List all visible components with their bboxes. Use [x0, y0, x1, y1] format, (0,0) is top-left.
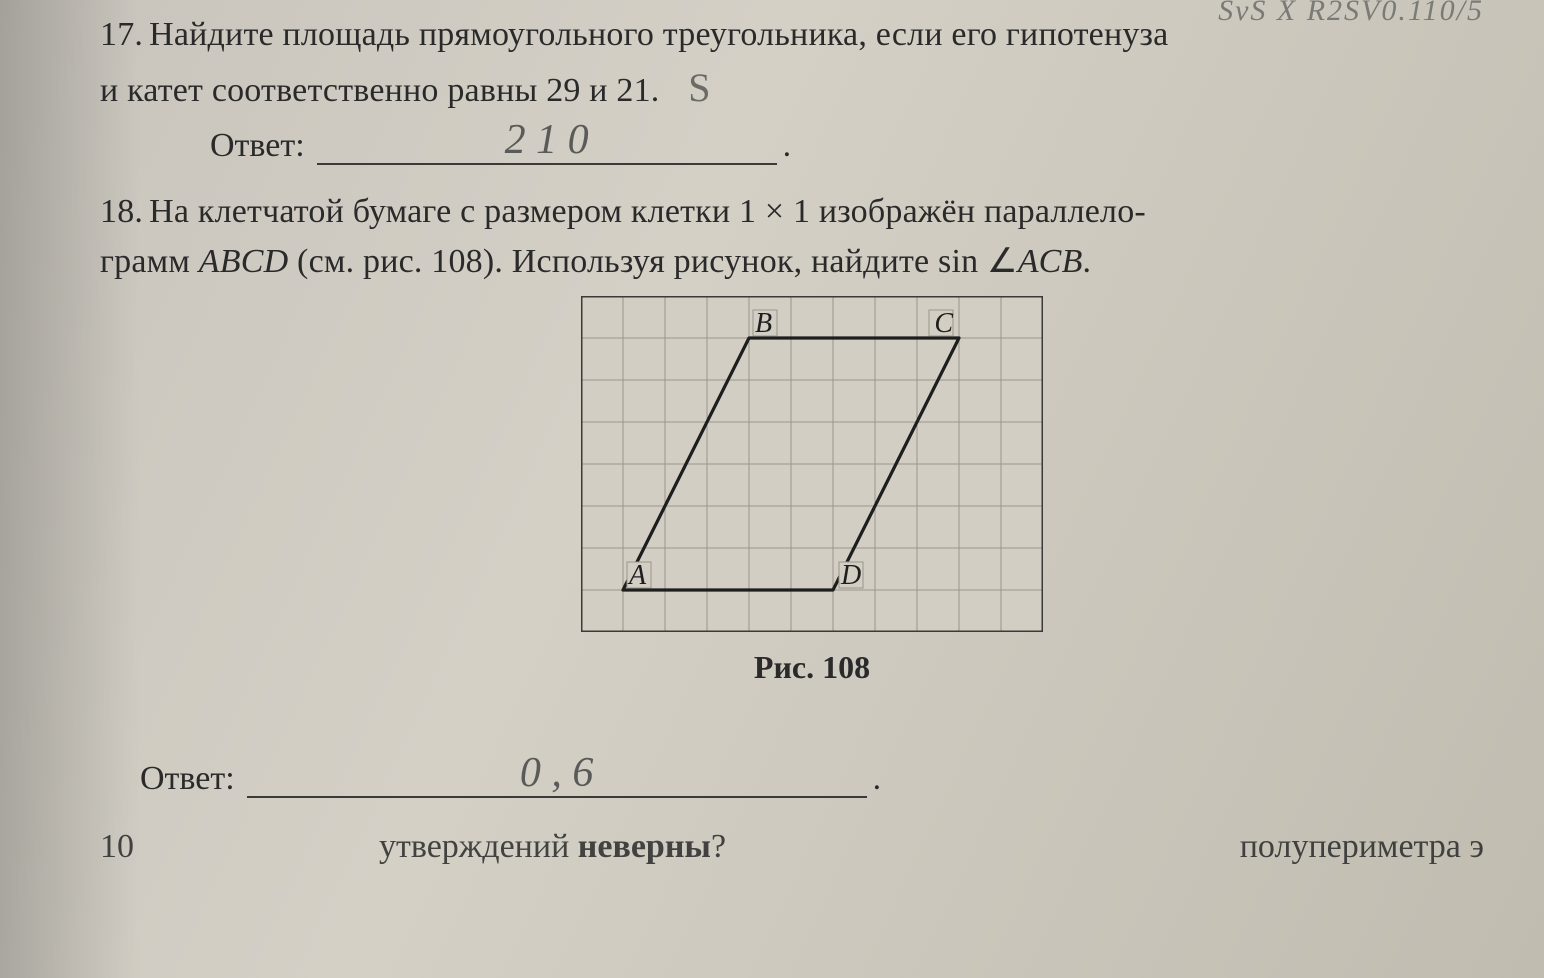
q18-line2: грамм ABCD (см. рис. 108). Используя рис… [100, 237, 1484, 286]
svg-text:C: C [934, 308, 953, 339]
q18-text-2a: грамм [100, 243, 199, 280]
q18-acb: ACB [1018, 243, 1083, 280]
bottom-bold: неверны [578, 828, 711, 865]
svg-text:B: B [755, 308, 772, 339]
q18-text-1: На клетчатой бумаге с размером клетки 1 … [149, 193, 1146, 230]
q18-line1: 18.На клетчатой бумаге с размером клетки… [140, 187, 1484, 236]
q18-number: 18. [100, 187, 143, 236]
q18-text-2dot: . [1083, 243, 1092, 280]
q18-answer-blank[interactable]: 0 , 6 [247, 756, 867, 798]
svg-text:D: D [840, 560, 861, 591]
bottom-fragment: 10 утверждений неверны? полупериметра э [140, 828, 1484, 866]
bottom-right: полупериметра э [1240, 828, 1484, 866]
handwritten-top-scribble: SvS X R2SV0.110/5 [1218, 0, 1484, 28]
q18-answer-label: Ответ: [140, 760, 235, 798]
q18-text-2c: (см. рис. 108). Используя рисунок, найди… [288, 243, 1017, 280]
q17-answer-blank[interactable]: 2 1 0 [317, 123, 777, 165]
q17-text-1: Найдите площадь прямоугольного треугольн… [149, 16, 1168, 53]
bottom-mid: утверждений [379, 828, 578, 865]
q17-answer-dot: . [783, 127, 792, 165]
page: SvS X R2SV0.110/5 17.Найдите площадь пря… [0, 0, 1544, 978]
q17-text-2: и катет соответственно равны 29 и 21. [100, 72, 660, 109]
q17-answer-label: Ответ: [210, 127, 305, 165]
bottom-left-num: 10 [100, 828, 134, 865]
q18-answer-row: Ответ: 0 , 6 . [140, 756, 1484, 798]
figure-108: A B C D [581, 296, 1043, 632]
q18-abcd: ABCD [199, 243, 289, 280]
q17-line2: и катет соответственно равны 29 и 21. S [100, 59, 1484, 117]
q17-answer-row: Ответ: 2 1 0 . [140, 123, 1484, 165]
q18-answer-dot: . [873, 760, 882, 798]
q17-number: 17. [100, 10, 143, 59]
handwritten-s: S [688, 65, 710, 110]
figure-108-wrap: A B C D Рис. 108 [140, 296, 1484, 686]
figure-108-caption: Рис. 108 [140, 649, 1484, 686]
svg-text:A: A [627, 560, 647, 591]
